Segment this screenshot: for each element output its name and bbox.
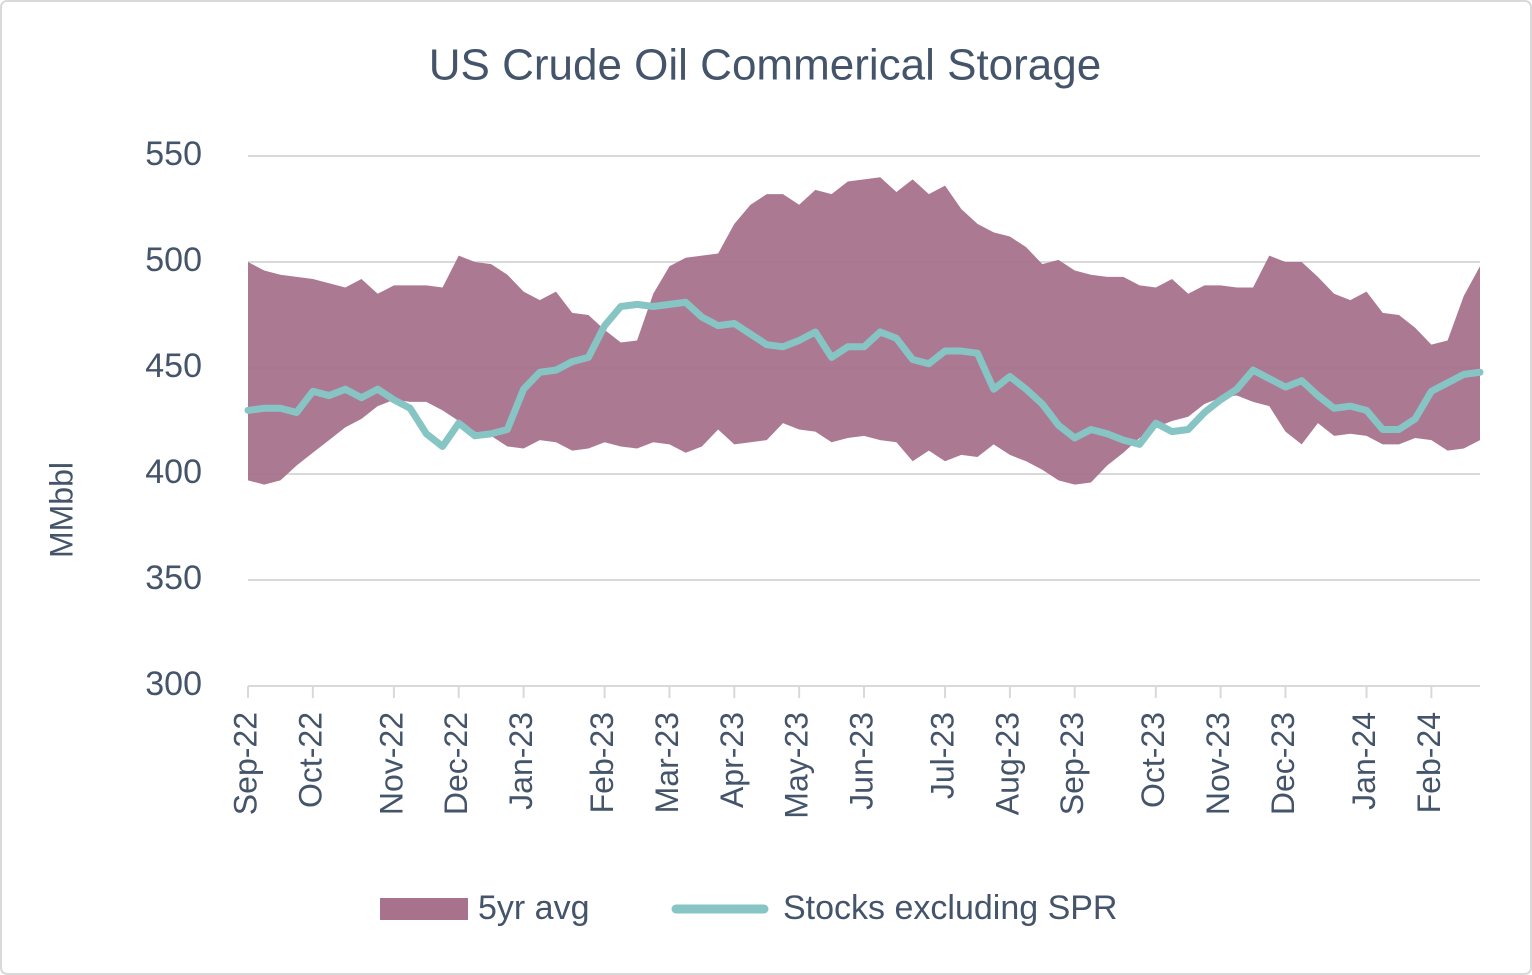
- x-tick-label: Feb-24: [1411, 712, 1447, 813]
- x-tick-label: Oct-23: [1135, 712, 1171, 808]
- x-tick-label: Oct-22: [292, 712, 328, 808]
- legend-label: 5yr avg: [478, 889, 590, 927]
- x-tick-label: Jan-24: [1346, 712, 1382, 810]
- x-tick-label: Aug-23: [989, 712, 1025, 815]
- x-tick-label: Feb-23: [584, 712, 620, 813]
- y-tick-label: 550: [145, 135, 202, 173]
- x-tick-label: Dec-22: [438, 712, 474, 815]
- x-tick-label: Dec-23: [1265, 712, 1301, 815]
- x-tick-label: Jan-23: [503, 712, 539, 810]
- legend-swatch: [380, 898, 468, 920]
- y-tick-label: 450: [145, 347, 202, 385]
- x-tick-label: Apr-23: [714, 712, 750, 808]
- y-tick-label: 500: [145, 241, 202, 279]
- y-tick-label: 300: [145, 665, 202, 703]
- x-tick-label: Sep-23: [1054, 712, 1090, 815]
- x-tick-label: May-23: [779, 712, 815, 819]
- band-area: [248, 177, 1480, 485]
- x-tick-label: Nov-22: [373, 712, 409, 815]
- stocks-line: [244, 298, 1484, 450]
- y-tick-label: 400: [145, 453, 202, 491]
- y-tick-label: 350: [145, 559, 202, 597]
- x-tick-label: Mar-23: [649, 712, 685, 813]
- legend-label: Stocks excluding SPR: [783, 889, 1118, 927]
- x-tick-label: Jun-23: [843, 712, 879, 810]
- x-tick-label: Nov-23: [1200, 712, 1236, 815]
- x-tick-label: Sep-22: [227, 712, 263, 815]
- y-axis-label: MMbbl: [43, 462, 79, 558]
- chart-title: US Crude Oil Commerical Storage: [429, 41, 1101, 90]
- x-tick-label: Jul-23: [925, 712, 961, 799]
